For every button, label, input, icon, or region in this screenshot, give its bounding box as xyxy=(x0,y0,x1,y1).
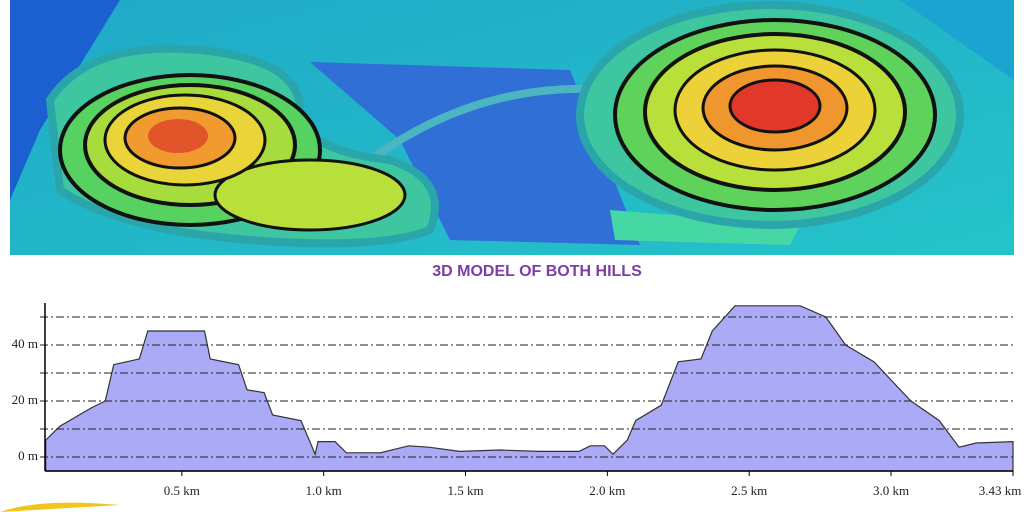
chart: 0 m 20 m 40 m 0.5 km 1.0 km 1.5 km 2.0 km 2.5 k… xyxy=(12,303,1022,498)
x-tick-label: 3.0 km xyxy=(873,483,909,498)
x-tick-label: 0.5 km xyxy=(164,483,200,498)
x-tick-label: 3.43 km xyxy=(979,483,1022,498)
x-tick-label: 2.5 km xyxy=(731,483,767,498)
elevation-area xyxy=(45,305,1014,472)
y-tick-label: 40 m xyxy=(12,336,38,351)
decoration xyxy=(0,502,120,512)
x-tick-label: 2.0 km xyxy=(589,483,625,498)
y-tick-label: 20 m xyxy=(12,392,38,407)
x-tick-label: 1.5 km xyxy=(447,483,483,498)
x-tick-label: 1.0 km xyxy=(306,483,342,498)
terrain-image xyxy=(10,0,1014,255)
y-tick-label: 0 m xyxy=(18,448,38,463)
chart-title: 3D MODEL OF BOTH HILLS xyxy=(432,263,642,280)
